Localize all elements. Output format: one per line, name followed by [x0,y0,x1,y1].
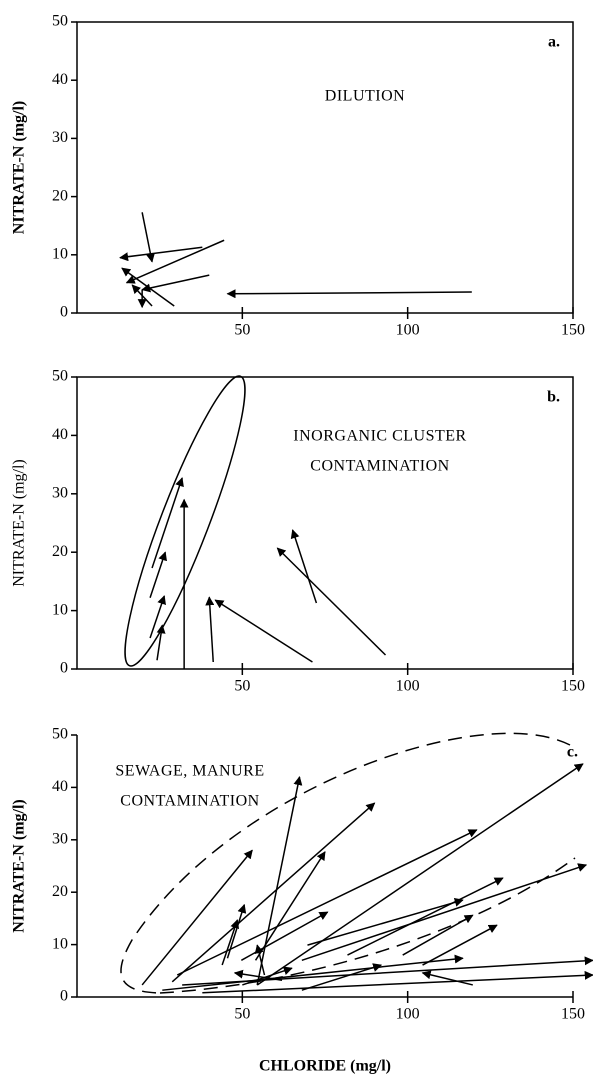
arrow [119,246,203,262]
arrow [214,599,313,663]
arrow [121,267,175,307]
annotation: DILUTION [325,88,405,105]
y-tick-label: 0 [60,660,68,677]
frame [76,376,574,670]
arrow [151,477,184,569]
y-axis-label: NITRATE-N (mg/l) [11,799,28,932]
arrow [226,289,472,299]
y-tick-label: 10 [52,935,68,952]
y-tick-label: 0 [60,304,68,321]
arrow [422,924,498,966]
x-tick-label: 50 [234,322,250,339]
y-tick-label: 30 [52,830,68,847]
x-tick-label: 50 [234,1006,250,1023]
arrow [226,903,247,959]
panel-label: b. [547,389,560,406]
y-tick-label: 20 [52,543,68,560]
arrow [149,595,166,639]
arrow [256,763,584,986]
arrow [402,914,474,956]
arrow [176,829,478,976]
y-tick-label: 50 [52,13,68,30]
cluster-outline [120,732,576,994]
arrow [307,897,464,946]
arrow [240,911,329,961]
x-tick-label: 100 [396,1006,420,1023]
x-tick-label: 150 [561,322,585,339]
panel-label: c. [567,744,578,761]
y-tick-label: 50 [52,726,68,743]
x-tick-label: 100 [396,678,420,695]
annotation: CONTAMINATION [310,458,449,475]
arrow [276,547,387,656]
frame [76,21,574,314]
y-tick-label: 20 [52,187,68,204]
y-tick-label: 10 [52,601,68,618]
arrow [347,877,504,956]
arrow [141,849,253,986]
arrow [301,863,588,962]
arrow [221,919,240,966]
y-axis-label: NITRATE-N (mg/l) [11,459,28,587]
arrow [301,963,383,991]
x-tick-label: 150 [561,678,585,695]
panel-label: a. [548,34,560,51]
arrow [171,802,376,983]
y-axis-label: NITRATE-N (mg/l) [11,101,28,234]
y-tick-label: 50 [52,368,68,385]
y-tick-label: 30 [52,484,68,501]
arrow [162,954,464,991]
y-tick-label: 40 [52,71,68,88]
arrow [149,551,167,598]
x-tick-label: 100 [396,322,420,339]
arrow [290,529,318,604]
x-tick-label: 150 [561,1006,585,1023]
cluster-ellipse [124,375,246,667]
arrow [233,969,283,981]
x-axis-label: CHLORIDE (mg/l) [259,1058,391,1075]
arrow [205,596,215,663]
annotation: CONTAMINATION [120,793,259,810]
arrow [156,624,166,661]
arrow [182,956,593,986]
annotation: SEWAGE, MANURE [115,763,264,780]
annotation: INORGANIC CLUSTER [293,428,466,445]
arrow [254,851,326,961]
y-tick-label: 40 [52,426,68,443]
arrow [421,970,473,986]
arrow [242,966,293,986]
y-tick-label: 30 [52,129,68,146]
arrow [202,970,593,994]
y-tick-label: 10 [52,245,68,262]
y-tick-label: 40 [52,778,68,795]
arrow [256,776,303,986]
arrow [141,274,210,293]
arrow [125,239,225,284]
y-tick-label: 0 [60,988,68,1005]
x-tick-label: 50 [234,678,250,695]
y-tick-label: 20 [52,883,68,900]
arrow [254,944,266,976]
